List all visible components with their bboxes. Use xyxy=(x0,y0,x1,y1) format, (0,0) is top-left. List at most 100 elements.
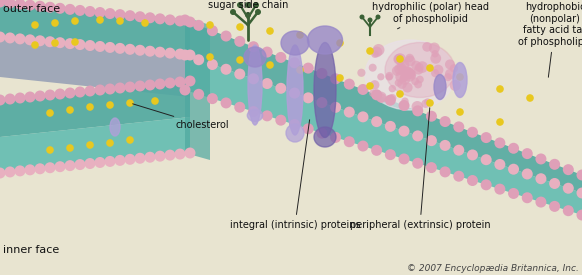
Circle shape xyxy=(367,18,372,23)
Circle shape xyxy=(377,94,386,103)
Circle shape xyxy=(5,94,16,104)
Circle shape xyxy=(125,81,136,92)
Circle shape xyxy=(396,90,404,98)
Ellipse shape xyxy=(248,45,262,125)
Circle shape xyxy=(235,36,245,47)
Text: hydrophobic
(nonpolar)
fatty acid tail
of phospholipid: hydrophobic (nonpolar) fatty acid tail o… xyxy=(517,2,582,77)
Circle shape xyxy=(430,53,441,64)
Circle shape xyxy=(255,9,261,15)
Circle shape xyxy=(154,47,165,58)
Circle shape xyxy=(253,2,259,8)
Text: integral (intrinsic) proteins: integral (intrinsic) proteins xyxy=(230,120,360,230)
Circle shape xyxy=(0,95,5,106)
Circle shape xyxy=(221,31,232,42)
Circle shape xyxy=(245,2,251,8)
Circle shape xyxy=(426,99,434,107)
Circle shape xyxy=(406,69,415,78)
Circle shape xyxy=(317,128,328,139)
Circle shape xyxy=(15,33,26,44)
Circle shape xyxy=(445,69,456,79)
Circle shape xyxy=(275,52,286,63)
Circle shape xyxy=(34,1,45,12)
Circle shape xyxy=(266,61,274,69)
Circle shape xyxy=(34,90,45,101)
Circle shape xyxy=(376,92,386,103)
Circle shape xyxy=(395,53,406,65)
Circle shape xyxy=(317,68,328,79)
Circle shape xyxy=(245,12,251,18)
Circle shape xyxy=(549,178,560,189)
Ellipse shape xyxy=(314,127,336,147)
Circle shape xyxy=(400,69,409,78)
Circle shape xyxy=(494,159,505,170)
Ellipse shape xyxy=(247,109,262,121)
Circle shape xyxy=(0,32,5,43)
Circle shape xyxy=(207,59,218,70)
Circle shape xyxy=(399,59,409,70)
Circle shape xyxy=(411,101,423,112)
Circle shape xyxy=(5,32,16,43)
Circle shape xyxy=(126,99,134,107)
Circle shape xyxy=(115,43,126,54)
Circle shape xyxy=(467,127,478,138)
Circle shape xyxy=(115,155,126,166)
Circle shape xyxy=(105,8,115,19)
Circle shape xyxy=(535,173,546,184)
Circle shape xyxy=(395,79,402,87)
Circle shape xyxy=(84,40,95,51)
Circle shape xyxy=(236,56,244,64)
Circle shape xyxy=(248,73,259,84)
Circle shape xyxy=(456,73,464,81)
Circle shape xyxy=(414,65,423,75)
Circle shape xyxy=(86,103,94,111)
Circle shape xyxy=(262,110,272,121)
Circle shape xyxy=(175,15,186,26)
Circle shape xyxy=(388,94,396,102)
Circle shape xyxy=(44,89,55,100)
Circle shape xyxy=(385,72,393,80)
Circle shape xyxy=(44,2,55,13)
Circle shape xyxy=(577,210,582,221)
Ellipse shape xyxy=(385,43,455,98)
Ellipse shape xyxy=(307,26,342,54)
Text: sugar side chain: sugar side chain xyxy=(208,0,288,13)
Text: inner face: inner face xyxy=(3,245,59,255)
Circle shape xyxy=(336,39,344,47)
Circle shape xyxy=(445,59,455,69)
Circle shape xyxy=(481,179,492,190)
Circle shape xyxy=(115,9,126,20)
Circle shape xyxy=(371,50,379,58)
Circle shape xyxy=(496,85,504,93)
Circle shape xyxy=(125,154,136,165)
Circle shape xyxy=(357,111,368,122)
Circle shape xyxy=(71,17,79,25)
Circle shape xyxy=(5,0,16,9)
Circle shape xyxy=(86,141,94,149)
Circle shape xyxy=(371,47,382,57)
Circle shape xyxy=(395,71,407,83)
Circle shape xyxy=(412,158,423,169)
Circle shape xyxy=(563,164,574,175)
Circle shape xyxy=(46,146,54,154)
Circle shape xyxy=(317,97,328,108)
Circle shape xyxy=(65,38,76,49)
Circle shape xyxy=(402,82,413,93)
Circle shape xyxy=(521,148,533,159)
Circle shape xyxy=(296,66,304,74)
Circle shape xyxy=(371,89,382,100)
Circle shape xyxy=(357,69,365,77)
Circle shape xyxy=(439,140,450,151)
Circle shape xyxy=(289,57,300,68)
Circle shape xyxy=(411,77,419,85)
Circle shape xyxy=(94,7,105,18)
Circle shape xyxy=(144,46,155,57)
Circle shape xyxy=(154,78,165,89)
Circle shape xyxy=(15,92,26,103)
Circle shape xyxy=(106,139,114,147)
Circle shape xyxy=(66,106,74,114)
Polygon shape xyxy=(0,117,190,173)
Circle shape xyxy=(397,79,407,89)
Circle shape xyxy=(415,63,424,72)
Circle shape xyxy=(51,19,59,27)
Circle shape xyxy=(549,201,560,212)
